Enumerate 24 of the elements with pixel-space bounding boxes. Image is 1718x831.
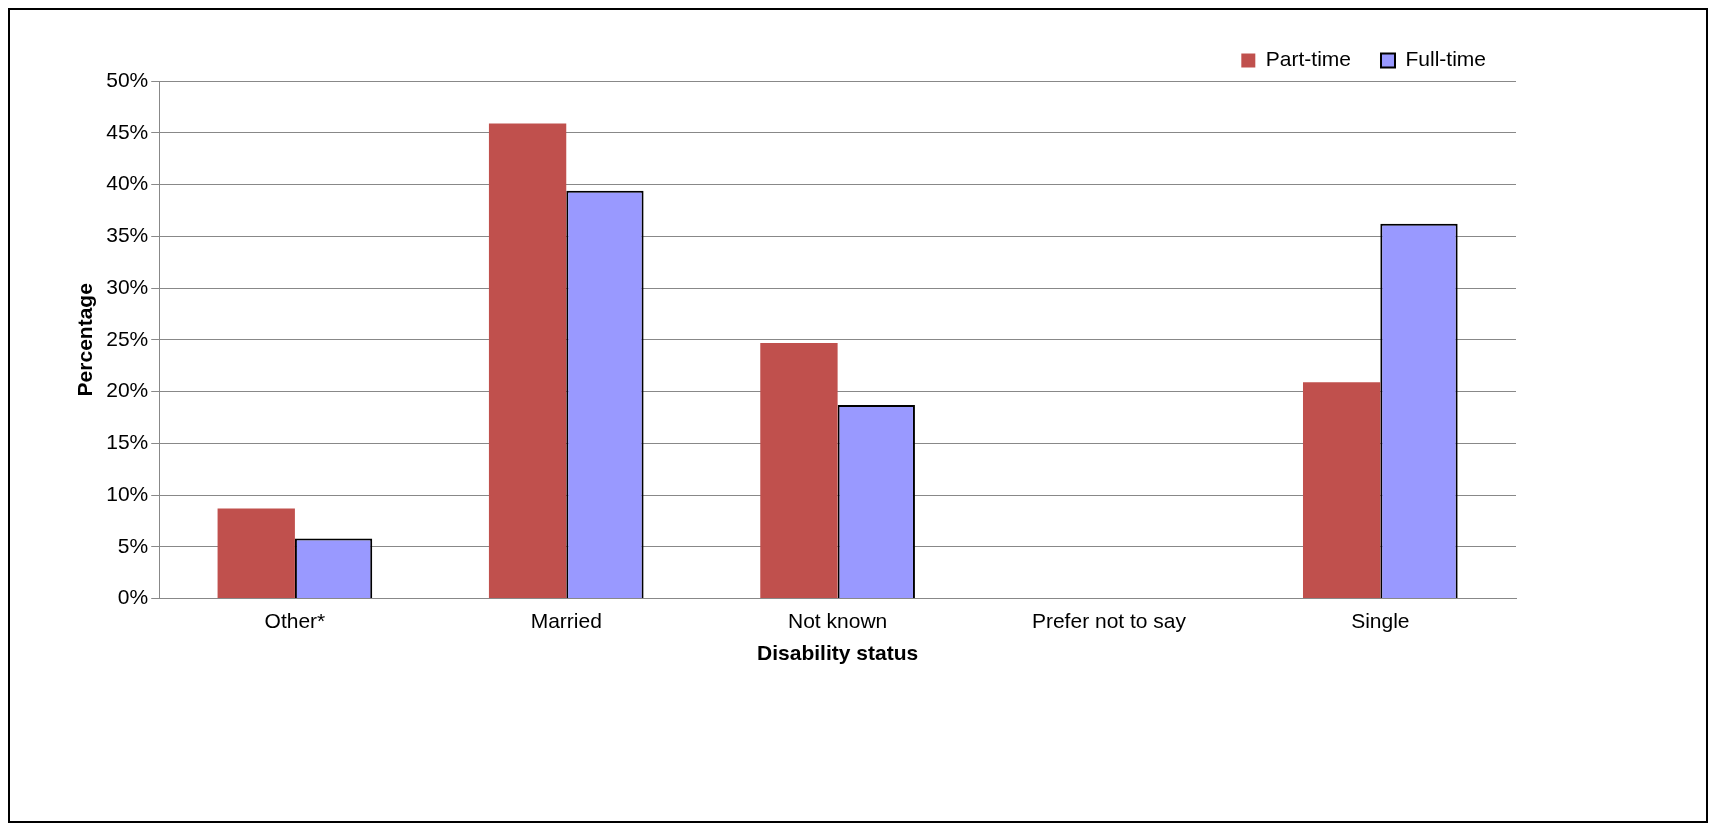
y-tick-label: 0% — [117, 585, 149, 609]
bar — [488, 123, 567, 599]
x-axis-title: Disability status — [757, 641, 919, 665]
x-tick-label: Single — [1351, 609, 1410, 632]
y-tick-label: 25% — [106, 326, 149, 350]
y-tick-label: 40% — [106, 171, 149, 195]
bar — [760, 342, 838, 599]
y-tick-label: 50% — [106, 67, 149, 91]
y-axis-title: Percentage — [73, 283, 97, 397]
y-tick-label: 45% — [106, 119, 149, 143]
bar — [1302, 382, 1381, 599]
legend-label: Part-time — [1265, 47, 1351, 71]
legend-label: Full-time — [1405, 47, 1487, 71]
x-tick-label: Not known — [788, 609, 888, 632]
y-tick-label: 5% — [117, 533, 149, 557]
y-tick-label: 10% — [106, 481, 149, 505]
y-tick-label: 35% — [106, 223, 149, 247]
y-tick-label: 20% — [106, 378, 149, 402]
bar — [217, 508, 295, 599]
y-tick-label: 30% — [106, 274, 149, 298]
x-tick-label: Other* — [264, 609, 326, 632]
x-tick-label: Married — [530, 609, 602, 632]
x-tick-label: Prefer not to say — [1031, 609, 1187, 632]
y-tick-label: 15% — [106, 430, 149, 454]
